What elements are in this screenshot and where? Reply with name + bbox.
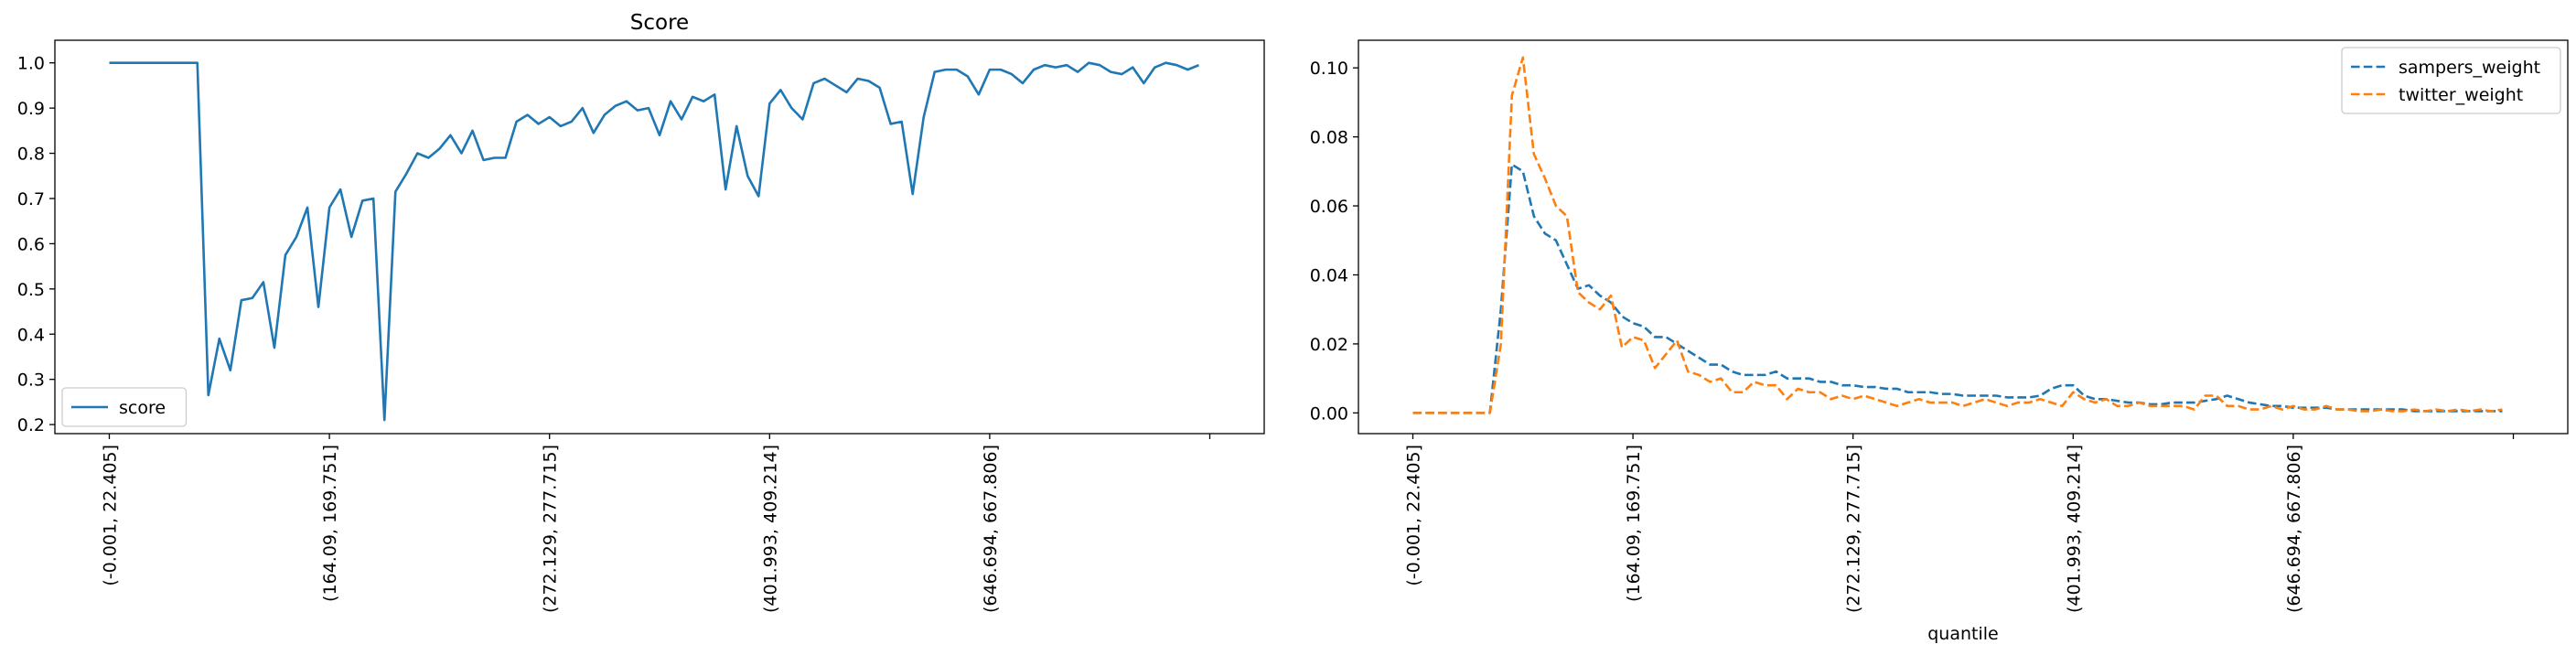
x-tick-label: (401.993, 409.214] xyxy=(2064,445,2084,613)
y-tick-label: 0.7 xyxy=(17,189,45,209)
legend-box xyxy=(61,387,188,427)
x-tick-label: (646.694, 667.806] xyxy=(981,445,1001,613)
y-tick-label: 0.4 xyxy=(17,325,45,345)
series-line-score xyxy=(109,61,1199,422)
y-tick-label: 1.0 xyxy=(17,54,45,74)
x-axis-label: quantile xyxy=(1927,624,1998,644)
y-tick-label: 0.5 xyxy=(17,280,45,300)
y-tick-label: 0.06 xyxy=(1310,197,1348,217)
y-tick-label: 0.00 xyxy=(1310,403,1348,424)
y-tick-label: 0.9 xyxy=(17,99,45,119)
legend-label-score: score xyxy=(119,398,166,418)
x-tick-label: (-0.001, 22.405] xyxy=(100,445,120,586)
chart-2: 0.00 0.02 0.04 0.06 0.08 0.10 (-0.001, 22.405]… xyxy=(1310,39,2569,644)
plot-frame xyxy=(1358,39,2569,435)
y-tick-label: 0.04 xyxy=(1310,265,1348,285)
legend-box xyxy=(2341,47,2561,114)
plot-frame xyxy=(54,39,1265,435)
y-tick-label: 0.6 xyxy=(17,234,45,254)
x-tick-label: (401.993, 409.214] xyxy=(760,445,780,613)
y-tick-label: 0.10 xyxy=(1310,59,1348,79)
x-tick-label: (164.09, 169.751] xyxy=(320,445,340,602)
x-tick-label: (646.694, 667.806] xyxy=(2284,445,2304,613)
chart-title: Score xyxy=(630,11,689,35)
legend-label-sampers-weight: sampers_weight xyxy=(2399,58,2540,78)
x-tick-label: (272.129, 277.715] xyxy=(1844,445,1864,613)
chart-1: 0.2 0.3 0.4 0.5 0.6 0.7 0.8 0.9 1.0 (-0.001, 22.4… xyxy=(17,11,1265,613)
y-tick-label: 0.2 xyxy=(17,415,45,435)
y-tick-label: 0.02 xyxy=(1310,335,1348,355)
y-tick-label: 0.8 xyxy=(17,145,45,165)
x-tick-label: (164.09, 169.751] xyxy=(1624,445,1644,602)
y-tick-label: 0.3 xyxy=(17,370,45,391)
legend-label-twitter-weight: twitter_weight xyxy=(2399,85,2523,105)
x-tick-label: (-0.001, 22.405] xyxy=(1403,445,1423,586)
legend: sampers_weight twitter_weight xyxy=(2341,47,2561,114)
series-line-sampers-weight xyxy=(1412,163,2503,414)
y-tick-label: 0.08 xyxy=(1310,128,1348,148)
x-tick-label: (272.129, 277.715] xyxy=(541,445,561,613)
legend: score xyxy=(61,387,188,427)
series-line-twitter-weight xyxy=(1412,56,2503,414)
